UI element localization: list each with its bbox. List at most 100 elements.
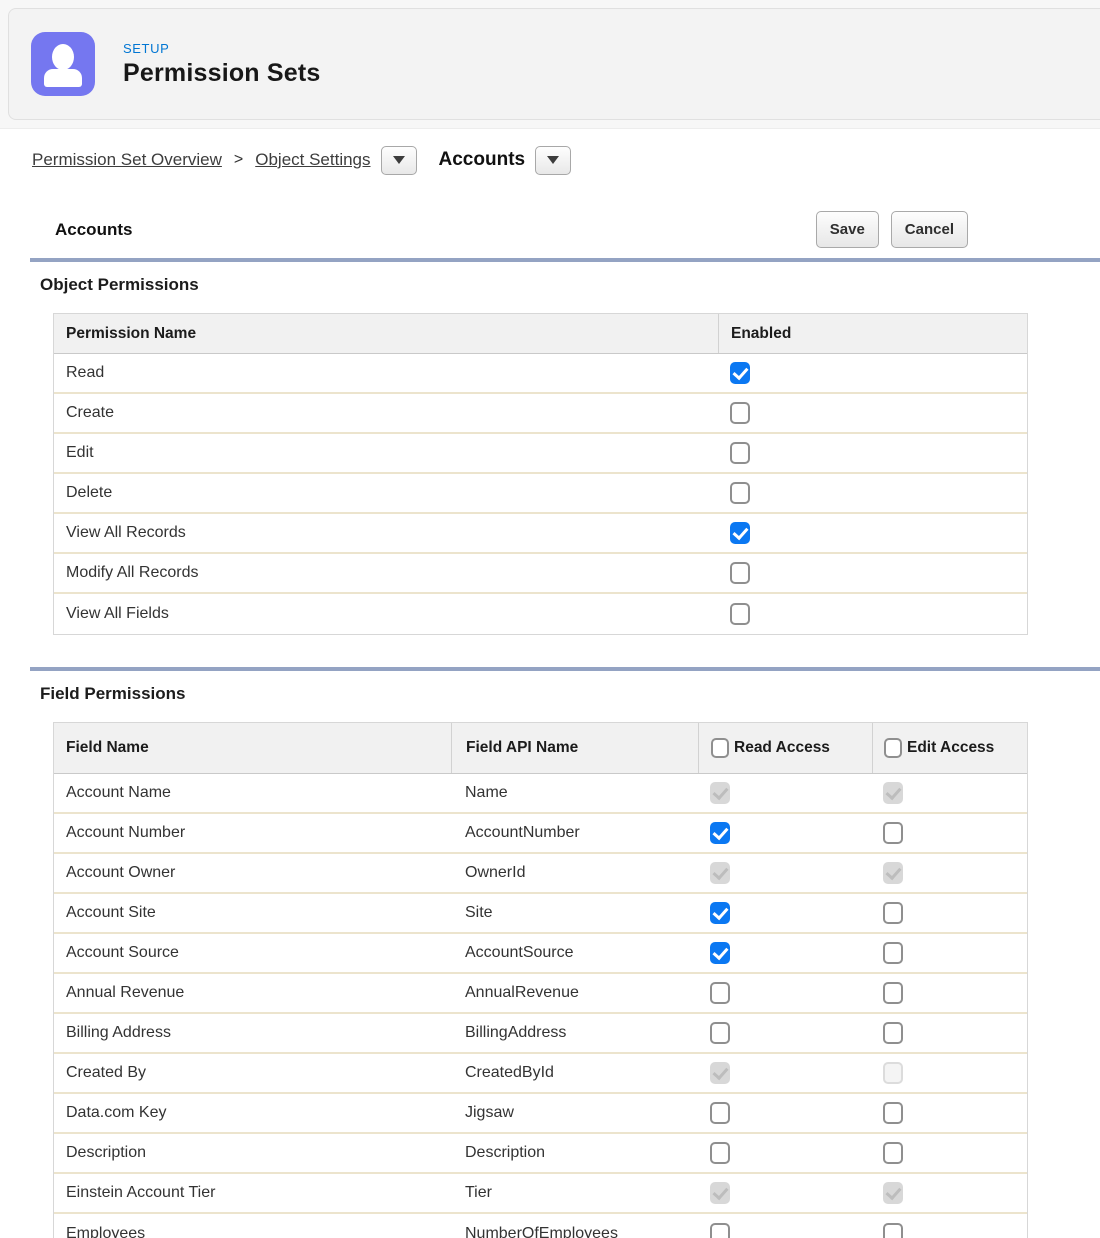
enabled-checkbox[interactable]: [730, 522, 750, 544]
field-api-name-label: OwnerId: [465, 864, 526, 881]
enabled-checkbox[interactable]: [730, 362, 750, 384]
save-button[interactable]: Save: [815, 211, 879, 248]
read-access-checkbox: [710, 1062, 730, 1084]
enabled-checkbox[interactable]: [730, 482, 750, 504]
edit-access-checkbox[interactable]: [883, 982, 903, 1004]
field-api-name-label: CreatedById: [465, 1064, 554, 1081]
permission-name-label: Delete: [66, 484, 113, 501]
table-row: Modify All Records: [54, 554, 1027, 594]
enabled-checkbox[interactable]: [730, 603, 750, 625]
field-name-label: Employees: [66, 1225, 146, 1238]
enabled-checkbox[interactable]: [730, 562, 750, 584]
field-permissions-table: Field Name Field API Name Read Access Ed…: [53, 722, 1028, 1238]
select-all-read-access-checkbox[interactable]: [711, 738, 729, 758]
field-name-label: Account Site: [66, 904, 156, 921]
edit-access-checkbox[interactable]: [883, 902, 903, 924]
read-access-checkbox[interactable]: [710, 902, 730, 924]
breadcrumb-separator: >: [233, 151, 244, 168]
section-divider: [30, 258, 1100, 262]
table-row: View All Fields: [54, 594, 1027, 634]
edit-access-checkbox: [883, 782, 903, 804]
breadcrumb-link-permission-set-overview[interactable]: Permission Set Overview: [32, 150, 222, 169]
field-name-label: Description: [66, 1144, 147, 1161]
object-permissions-heading: Object Permissions: [40, 275, 199, 294]
table-row: View All Records: [54, 514, 1027, 554]
chevron-down-icon: [392, 156, 405, 164]
toolbar: Accounts Save Cancel: [0, 211, 1100, 248]
field-name-label: Account Source: [66, 944, 179, 961]
edit-access-checkbox[interactable]: [883, 942, 903, 964]
permission-name-label: View All Records: [66, 524, 186, 541]
field-permissions-table-body: Account Name Name Account Number Account…: [54, 774, 1027, 1238]
edit-access-header-label: Edit Access: [907, 739, 995, 756]
read-access-checkbox[interactable]: [710, 1022, 730, 1044]
read-access-header-label: Read Access: [734, 739, 830, 756]
enabled-checkbox[interactable]: [730, 442, 750, 464]
breadcrumb: Permission Set Overview > Object Setting…: [32, 145, 1100, 175]
field-api-name-label: Tier: [465, 1184, 492, 1201]
field-api-name-label: Name: [465, 784, 508, 801]
table-row: Billing Address BillingAddress: [54, 1014, 1027, 1054]
breadcrumb-current-accounts: Accounts: [438, 149, 526, 170]
permission-name-label: Read: [66, 364, 105, 381]
field-name-label: Account Number: [66, 824, 186, 841]
table-row: Employees NumberOfEmployees: [54, 1214, 1027, 1238]
section-divider: [30, 667, 1100, 671]
column-header-read-access: Read Access: [698, 723, 872, 773]
edit-access-checkbox[interactable]: [883, 1102, 903, 1124]
field-name-label: Account Name: [66, 784, 171, 801]
table-row: Account Name Name: [54, 774, 1027, 814]
accounts-dropdown-button[interactable]: [535, 145, 572, 175]
cancel-button[interactable]: Cancel: [890, 211, 968, 248]
read-access-checkbox[interactable]: [710, 942, 730, 964]
field-name-label: Annual Revenue: [66, 984, 185, 1001]
page-title: Accounts: [55, 219, 133, 239]
read-access-checkbox[interactable]: [710, 1102, 730, 1124]
field-name-label: Created By: [66, 1064, 147, 1081]
object-permissions-table: Permission Name Enabled Read Create Edit…: [53, 313, 1028, 635]
field-name-label: Data.com Key: [66, 1104, 167, 1121]
page-header-title: Permission Sets: [123, 58, 321, 87]
table-row: Account Source AccountSource: [54, 934, 1027, 974]
object-settings-dropdown-button[interactable]: [380, 145, 417, 175]
object-permissions-table-body: Read Create Edit Delete View All Records…: [54, 354, 1027, 634]
read-access-checkbox: [710, 782, 730, 804]
read-access-checkbox[interactable]: [710, 982, 730, 1004]
permission-name-label: Create: [66, 404, 115, 421]
setup-header: SETUP Permission Sets: [0, 0, 1100, 129]
edit-access-checkbox[interactable]: [883, 822, 903, 844]
column-header-permission-name: Permission Name: [66, 324, 197, 342]
table-row: Edit: [54, 434, 1027, 474]
table-row: Account Number AccountNumber: [54, 814, 1027, 854]
permission-name-label: Edit: [66, 444, 94, 461]
edit-access-checkbox[interactable]: [883, 1022, 903, 1044]
field-api-name-label: Jigsaw: [465, 1104, 514, 1121]
field-name-label: Billing Address: [66, 1024, 171, 1041]
read-access-checkbox[interactable]: [710, 1223, 730, 1238]
column-header-enabled: Enabled: [718, 314, 1027, 353]
table-row: Account Owner OwnerId: [54, 854, 1027, 894]
table-row: Description Description: [54, 1134, 1027, 1174]
chevron-down-icon: [547, 156, 560, 164]
table-row: Read: [54, 354, 1027, 394]
enabled-checkbox[interactable]: [730, 402, 750, 424]
object-permissions-table-header: Permission Name Enabled: [54, 314, 1027, 354]
edit-access-checkbox[interactable]: [883, 1223, 903, 1238]
permission-name-label: View All Fields: [66, 605, 169, 622]
field-api-name-label: AccountNumber: [465, 824, 580, 841]
setup-eyebrow: SETUP: [123, 40, 170, 56]
read-access-checkbox[interactable]: [710, 822, 730, 844]
edit-access-checkbox: [883, 1062, 903, 1084]
select-all-edit-access-checkbox[interactable]: [884, 738, 902, 758]
edit-access-checkbox[interactable]: [883, 1142, 903, 1164]
field-api-name-label: Site: [465, 904, 493, 921]
read-access-checkbox[interactable]: [710, 1142, 730, 1164]
edit-access-checkbox: [883, 862, 903, 884]
breadcrumb-link-object-settings[interactable]: Object Settings: [255, 150, 371, 169]
field-api-name-label: NumberOfEmployees: [465, 1225, 618, 1238]
field-name-label: Einstein Account Tier: [66, 1184, 216, 1201]
field-permissions-heading: Field Permissions: [40, 684, 186, 703]
table-row: Created By CreatedById: [54, 1054, 1027, 1094]
table-row: Data.com Key Jigsaw: [54, 1094, 1027, 1134]
table-row: Account Site Site: [54, 894, 1027, 934]
